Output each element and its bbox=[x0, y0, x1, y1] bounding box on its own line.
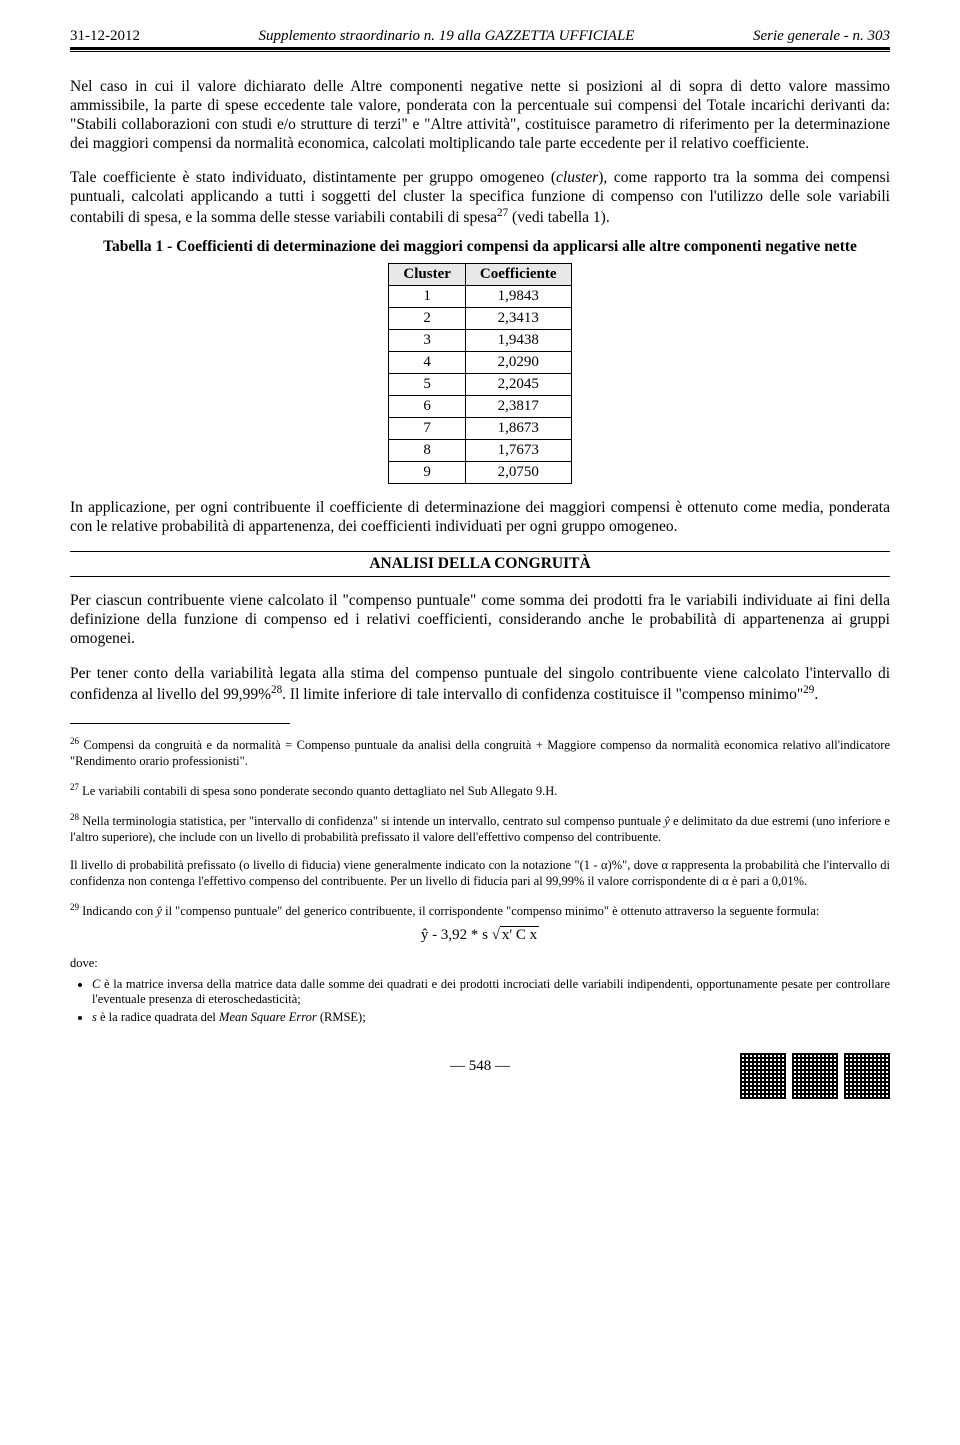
footnote-26: 26 Compensi da congruità e da normalità … bbox=[70, 736, 890, 769]
list-item: C è la matrice inversa della matrice dat… bbox=[92, 977, 890, 1008]
table-row: 11,9843 bbox=[389, 285, 571, 307]
footnote-28-p2: Il livello di probabilità prefissato (o … bbox=[70, 858, 890, 889]
footnote-divider bbox=[70, 723, 290, 724]
paragraph-2: Tale coefficiente è stato individuato, d… bbox=[70, 169, 890, 228]
footnote-ref-29: 29 bbox=[803, 684, 814, 696]
footnote-27: 27 Le variabili contabili di spesa sono … bbox=[70, 782, 890, 800]
paragraph-5: Per tener conto della variabilità legata… bbox=[70, 665, 890, 705]
header-date: 31-12-2012 bbox=[70, 28, 140, 45]
table-row: 62,3817 bbox=[389, 395, 571, 417]
section-divider bbox=[70, 576, 890, 577]
header-rule-thick bbox=[70, 47, 890, 50]
table-row: 52,2045 bbox=[389, 373, 571, 395]
paragraph-1: Nel caso in cui il valore dichiarato del… bbox=[70, 78, 890, 154]
footnote-28: 28 Nella terminologia statistica, per "i… bbox=[70, 812, 890, 845]
qr-code-icon bbox=[844, 1053, 890, 1099]
coefficients-table: Cluster Coefficiente 11,9843 22,3413 31,… bbox=[388, 263, 571, 484]
table-caption: Tabella 1 - Coefficienti di determinazio… bbox=[70, 238, 890, 257]
table-row: 42,0290 bbox=[389, 351, 571, 373]
paragraph-3: In applicazione, per ogni contribuente i… bbox=[70, 499, 890, 537]
table-row: 81,7673 bbox=[389, 439, 571, 461]
section-title: ANALISI DELLA CONGRUITÀ bbox=[70, 552, 890, 576]
qr-code-icon bbox=[740, 1053, 786, 1099]
header-center: Supplemento straordinario n. 19 alla GAZ… bbox=[140, 28, 753, 45]
dove-label: dove: bbox=[70, 956, 890, 972]
table-row: 92,0750 bbox=[389, 461, 571, 483]
bullet-list: C è la matrice inversa della matrice dat… bbox=[70, 977, 890, 1026]
table-row: 31,9438 bbox=[389, 329, 571, 351]
paragraph-4: Per ciascun contribuente viene calcolato… bbox=[70, 592, 890, 649]
footnote-29: 29 Indicando con ŷ il "compenso puntuale… bbox=[70, 902, 890, 920]
page-header: 31-12-2012 Supplemento straordinario n. … bbox=[70, 28, 890, 45]
footnote-ref-28: 28 bbox=[271, 684, 282, 696]
table-row: 71,8673 bbox=[389, 417, 571, 439]
formula: ŷ - 3,92 * s √x' C x bbox=[70, 926, 890, 944]
table-row: 22,3413 bbox=[389, 307, 571, 329]
col-cluster: Cluster bbox=[389, 263, 466, 285]
footnote-ref-27: 27 bbox=[497, 207, 508, 219]
qr-code-icon bbox=[792, 1053, 838, 1099]
header-rule-thin bbox=[70, 51, 890, 52]
col-coefficiente: Coefficiente bbox=[465, 263, 571, 285]
header-series: Serie generale - n. 303 bbox=[753, 28, 890, 45]
list-item: s è la radice quadrata del Mean Square E… bbox=[92, 1010, 890, 1026]
